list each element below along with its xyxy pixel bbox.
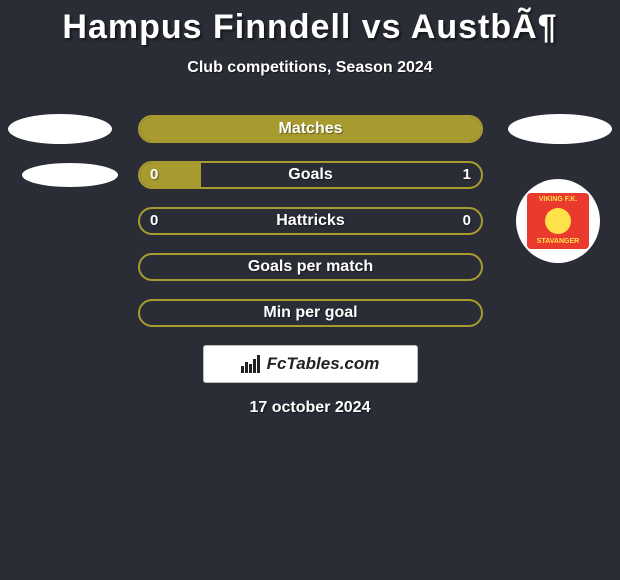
stat-row: Goals per match <box>0 253 620 281</box>
badge-top-text: VIKING F.K. <box>539 196 578 204</box>
stat-value-left: 0 <box>150 209 158 233</box>
club-badge-circle: VIKING F.K. STAVANGER <box>516 179 600 263</box>
footer-brand-text: FcTables.com <box>267 354 380 374</box>
stat-bar: Min per goal <box>138 299 483 327</box>
badge-bottom-text: STAVANGER <box>537 238 579 246</box>
stat-row: Goals0 1 <box>0 161 620 189</box>
stat-value-right: 1 <box>463 163 471 187</box>
stat-bar: Matches <box>138 115 483 143</box>
bar-chart-icon <box>241 355 261 373</box>
stat-label: Goals per match <box>140 255 481 279</box>
date-text: 17 october 2024 <box>0 399 620 417</box>
player-left-oval <box>22 163 118 187</box>
stat-label: Matches <box>140 117 481 141</box>
player-left-oval <box>8 114 112 144</box>
stat-row: VIKING F.K.STAVANGERHattricks00 <box>0 207 620 235</box>
stat-label: Hattricks <box>140 209 481 233</box>
stat-value-left: 0 <box>150 163 158 187</box>
page-subtitle: Club competitions, Season 2024 <box>0 59 620 77</box>
stat-bar: Hattricks0 0 <box>138 207 483 235</box>
stat-label: Goals <box>140 163 481 187</box>
page-title: Hampus Finndell vs AustbÃ¶ <box>0 0 620 47</box>
stat-row: Matches <box>0 115 620 143</box>
stat-bar: Goals0 1 <box>138 161 483 189</box>
footer-brand-badge: FcTables.com <box>203 345 418 383</box>
stat-row: Min per goal <box>0 299 620 327</box>
stats-area: MatchesGoals01VIKING F.K.STAVANGERHattri… <box>0 115 620 327</box>
stat-bar: Goals per match <box>138 253 483 281</box>
stat-value-right: 0 <box>463 209 471 233</box>
club-badge: VIKING F.K. STAVANGER <box>527 193 589 249</box>
sun-icon <box>545 208 571 234</box>
stat-label: Min per goal <box>140 301 481 325</box>
player-right-oval <box>508 114 612 144</box>
